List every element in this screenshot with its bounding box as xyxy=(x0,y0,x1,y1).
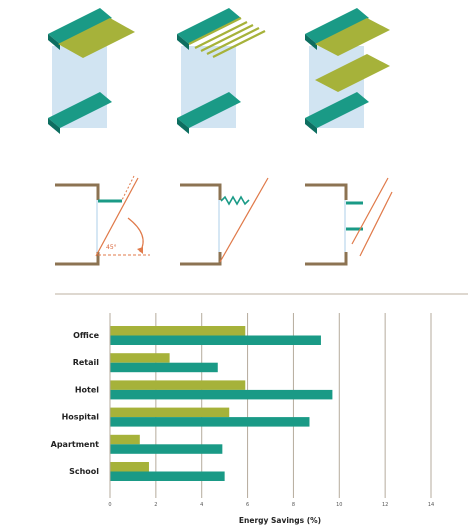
category-label-layer: Office Retail Hotel Hospital Apartment School xyxy=(51,331,100,476)
section-diagram-double xyxy=(305,177,393,266)
louver-section xyxy=(220,195,250,206)
energy-savings-chart: Office Retail Hotel Hospital Apartment School… xyxy=(51,313,434,525)
bar-s2-retail xyxy=(110,362,218,373)
bar-s1-apartment xyxy=(110,434,140,445)
bar-s2-office xyxy=(110,335,321,345)
bar-s1-office xyxy=(110,326,246,336)
x-tick-label: 4 xyxy=(200,502,203,508)
category-label: Hotel xyxy=(75,385,99,394)
floor-outline xyxy=(180,252,222,266)
bottom-frame-side xyxy=(305,118,317,134)
top-frame-side xyxy=(305,34,317,50)
top-frame xyxy=(305,8,369,44)
x-tick-label: 0 xyxy=(108,502,111,508)
x-tick-label: 10 xyxy=(336,502,342,508)
category-label: School xyxy=(69,467,99,476)
x-tick-label: 14 xyxy=(428,502,434,508)
bar-layer xyxy=(110,326,333,481)
x-tick-label: 2 xyxy=(154,502,157,508)
floor-outline xyxy=(305,252,348,266)
x-tick-layer: 0 2 4 6 8 10 12 14 xyxy=(108,502,434,508)
bar-s2-hospital xyxy=(110,417,310,427)
sun-ray xyxy=(219,177,269,263)
section-diagram-louvered xyxy=(180,177,269,266)
bottom-frame-side xyxy=(177,118,189,134)
wall-outline xyxy=(55,183,100,200)
shading-illustration-solid xyxy=(48,8,135,134)
bar-s1-hotel xyxy=(110,380,246,390)
bottom-frame-side xyxy=(48,118,60,134)
shading-illustration-louvered xyxy=(177,8,266,134)
category-label: Retail xyxy=(73,358,100,367)
section-diagram-solid: 45° xyxy=(55,175,150,266)
wall-outline xyxy=(305,183,348,200)
category-label: Apartment xyxy=(51,440,100,449)
bottom-frame xyxy=(48,92,112,128)
angle-arrowhead xyxy=(137,247,143,254)
bottom-frame xyxy=(305,92,369,128)
overhang-panel-lower xyxy=(315,54,390,92)
bottom-frame xyxy=(177,92,241,128)
bar-s1-hospital xyxy=(110,407,230,418)
bar-s2-hotel xyxy=(110,389,333,400)
angle-label: 45° xyxy=(106,244,117,251)
sun-ray-edge xyxy=(121,175,135,201)
bar-s1-retail xyxy=(110,353,170,363)
top-frame xyxy=(177,8,241,44)
floor-outline xyxy=(55,252,100,266)
x-tick-label: 12 xyxy=(382,502,388,508)
sun-ray-upper xyxy=(351,177,389,245)
sun-ray-lower xyxy=(359,191,393,257)
louver-slats xyxy=(188,17,266,58)
x-tick-label: 6 xyxy=(246,502,249,508)
x-axis-title: Energy Savings (%) xyxy=(239,516,321,525)
bar-s2-apartment xyxy=(110,444,223,454)
overhang-panel-upper xyxy=(315,18,390,56)
bar-s2-school xyxy=(110,471,225,481)
sun-ray xyxy=(95,177,139,257)
x-tick-label: 8 xyxy=(292,502,295,508)
angle-arc xyxy=(127,217,144,253)
top-frame-side xyxy=(177,34,189,50)
wall-outline xyxy=(180,183,222,200)
bar-s1-school xyxy=(110,462,149,472)
category-label: Office xyxy=(73,331,99,340)
shading-illustration-double xyxy=(305,8,390,134)
top-frame xyxy=(48,8,112,44)
category-label: Hospital xyxy=(62,413,100,422)
top-frame-side xyxy=(48,34,60,50)
overhang-panel xyxy=(58,18,135,58)
